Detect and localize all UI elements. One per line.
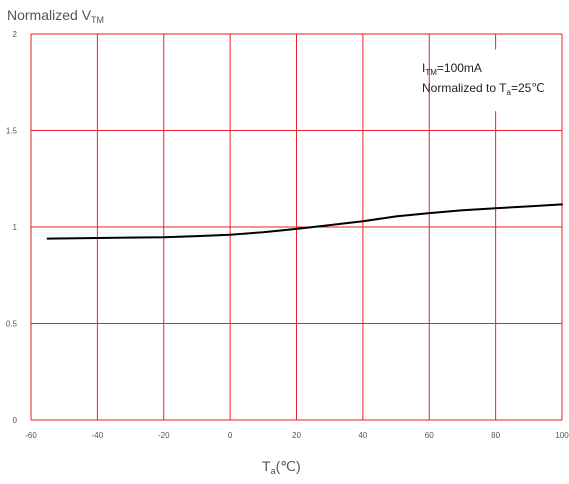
annotation-backdrop [455, 49, 561, 112]
x-tick-label: 0 [228, 431, 233, 440]
x-axis-label-unit: (℃) [275, 458, 301, 474]
x-axis-label-main: T [262, 458, 271, 474]
y-axis-label-subscript: TM [91, 15, 105, 25]
annotation-line-2: Normalized to Ta=25℃ [422, 81, 545, 97]
x-tick-label: -60 [25, 431, 37, 440]
x-axis-label: Ta(℃) [262, 458, 301, 476]
x-axis-label-subscript: a [270, 466, 276, 476]
x-tick-label: 20 [292, 431, 301, 440]
x-tick-label: 100 [555, 431, 569, 440]
x-tick-label: 40 [358, 431, 367, 440]
y-axis-label-main: Normalized V [7, 7, 92, 23]
y-axis-label: Normalized VTM [7, 7, 104, 25]
x-tick-label: 80 [491, 431, 500, 440]
annotation-line-1: ITM=100mA [422, 61, 482, 77]
y-tick-label: 0.5 [6, 320, 18, 329]
x-tick-label: -20 [158, 431, 170, 440]
series-line-0 [46, 203, 563, 240]
y-tick-label: 2 [13, 30, 18, 39]
x-tick-label: 60 [425, 431, 434, 440]
x-tick-label: -40 [92, 431, 104, 440]
y-tick-label: 0 [13, 416, 18, 425]
y-tick-label: 1.5 [6, 127, 18, 136]
y-tick-label: 1 [13, 223, 18, 232]
